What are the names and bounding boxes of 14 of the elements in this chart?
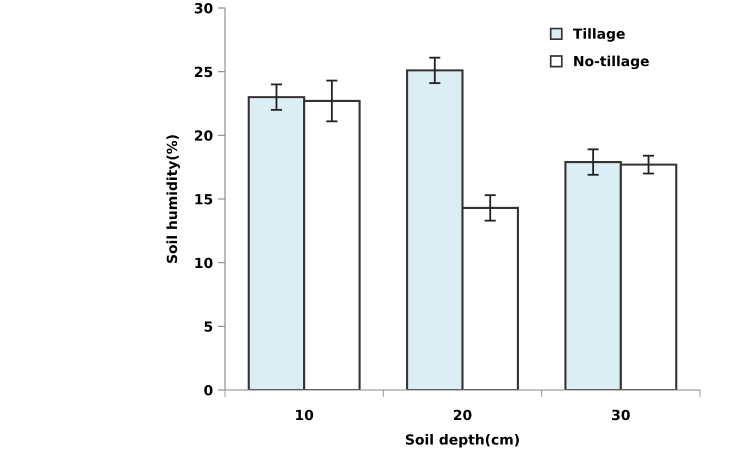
- y-tick-label: 15: [195, 194, 212, 204]
- y-tick-label: 5: [204, 321, 212, 332]
- y-tick-label: 20: [194, 130, 213, 141]
- y-tick-label: 30: [194, 2, 213, 14]
- x-tick-label: 10: [296, 410, 314, 420]
- x-axis-title: Soil depth(cm): [406, 434, 519, 448]
- y-tick-label: 10: [195, 258, 213, 268]
- y-tick-label: 25: [194, 66, 212, 78]
- legend-label: No-tillage: [574, 56, 649, 70]
- y-axis-title: Soil humidity(%): [166, 135, 180, 263]
- legend-label: Tillage: [572, 28, 625, 42]
- y-tick-label: 0: [204, 384, 213, 396]
- x-tick-label: 20: [454, 410, 472, 420]
- x-tick-label: 30: [612, 410, 630, 420]
